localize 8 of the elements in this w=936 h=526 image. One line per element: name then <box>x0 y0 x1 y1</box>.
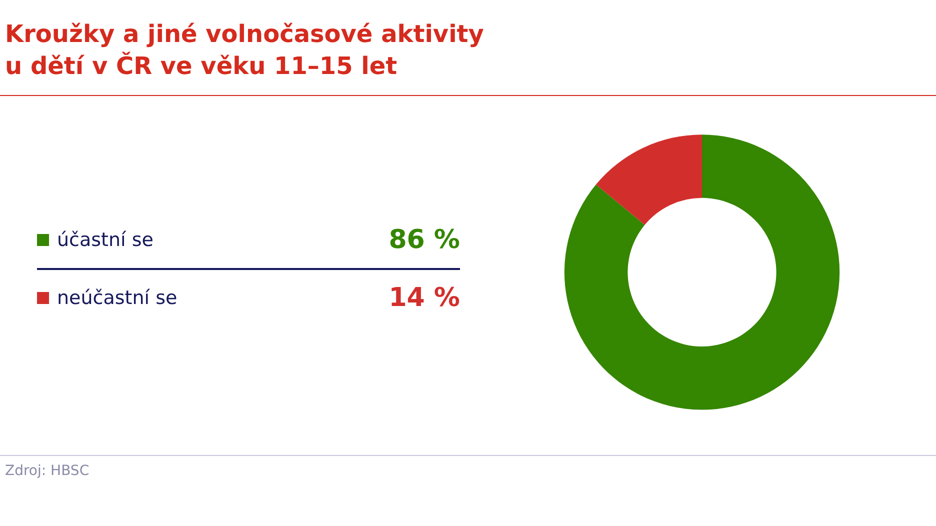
legend-label: neúčastní se <box>57 287 178 309</box>
data-label: 86 % <box>388 225 460 255</box>
donut-slice <box>596 134 702 225</box>
legend-label: účastní se <box>57 229 154 251</box>
chart-title: Kroužky a jiné volnočasové aktivity u dětí v ČR ve věku 11–15 let <box>5 19 484 82</box>
donut-slice <box>564 134 840 410</box>
data-label: 14 % <box>388 283 460 313</box>
text: Zdroj: HBSC <box>5 463 90 479</box>
